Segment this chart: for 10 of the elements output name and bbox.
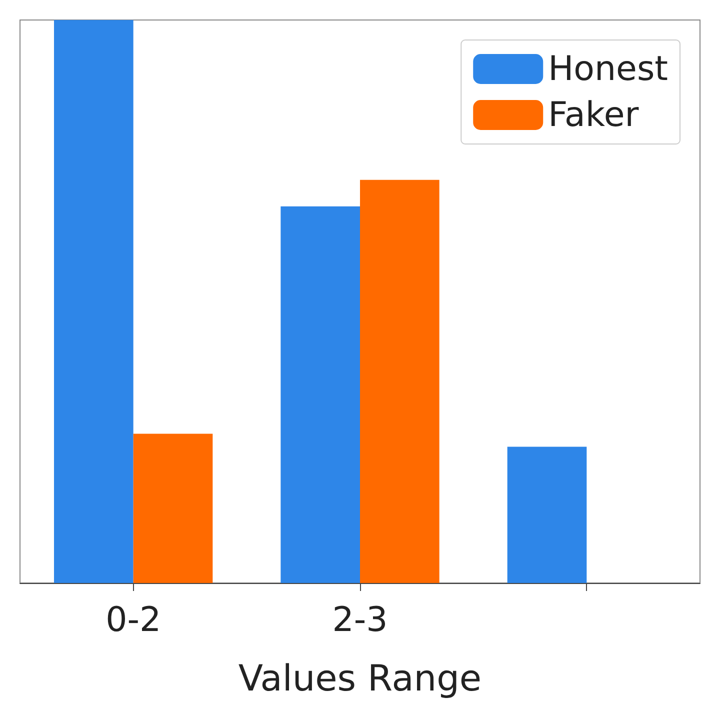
x-tick-label: 2-3 (332, 600, 388, 640)
x-axis-title: Values Range (238, 658, 482, 700)
bar (360, 180, 440, 583)
bar (507, 446, 587, 583)
legend-label: Faker (548, 95, 639, 135)
legend-label: Honest (548, 49, 668, 89)
bar (133, 434, 213, 583)
x-tick-label: 0-2 (106, 600, 162, 640)
bar (54, 20, 134, 583)
bar (280, 206, 360, 583)
